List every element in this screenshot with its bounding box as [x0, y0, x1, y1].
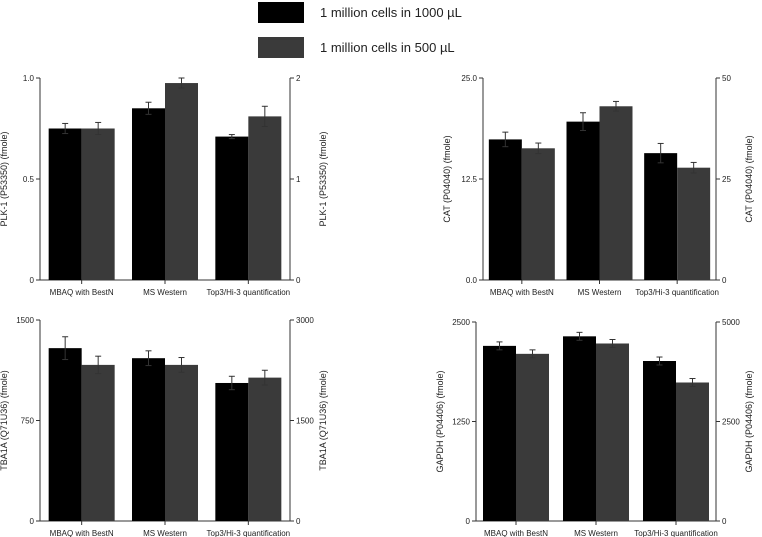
bar	[248, 377, 282, 521]
chart-bottom-left: 0 750 1500 0 1500 3000 TBA1A (Q71U36) (fmole) T…	[0, 316, 328, 537]
bar	[599, 106, 633, 280]
bar	[215, 382, 249, 521]
bar	[132, 358, 165, 521]
legend-label-500ul: 1 million cells in 500 µL	[320, 40, 455, 55]
bar	[563, 336, 596, 521]
x-tick-label: MBAQ with BestN	[50, 529, 114, 537]
y-tick-label-right: 0	[296, 276, 301, 285]
legend-swatch-1000ul	[258, 2, 304, 23]
chart-bottom-right: 0 1250 2500 0 2500 5000 GAPDH (P04406) (fmole)…	[435, 318, 754, 537]
y-axis-title-left: CAT (P04040) (fmole)	[442, 135, 452, 222]
bar	[48, 348, 82, 521]
bar	[132, 108, 165, 280]
legend-swatch-500ul	[258, 37, 304, 58]
x-tick-label: MS Western	[574, 529, 618, 537]
bar	[81, 364, 115, 521]
legend: 1 million cells in 1000 µL 1 million cel…	[258, 2, 462, 58]
y-axis-title-left: GAPDH (P04406) (fmole)	[435, 370, 445, 472]
y-tick-label-right: 1	[296, 175, 301, 184]
y-tick-label-right: 3000	[296, 316, 314, 325]
x-tick-label: MS Western	[578, 288, 622, 297]
x-tick-label: Top3/Hi-3 quantification	[207, 529, 291, 537]
bar	[165, 83, 198, 280]
bar	[677, 167, 711, 280]
y-tick-label-right: 0	[722, 276, 727, 285]
y-axis-title-right: PLK-1 (P53350) (fmole)	[318, 131, 328, 226]
bar	[165, 364, 198, 521]
y-axis-title-right: TBA1A (Q71U36) (fmole)	[318, 370, 328, 471]
bar	[644, 153, 678, 280]
bar	[516, 353, 549, 521]
y-tick-label-right: 25	[722, 175, 731, 184]
y-tick-label-left: 750	[21, 417, 35, 426]
bar	[596, 343, 629, 521]
x-tick-label: MBAQ with BestN	[484, 529, 548, 537]
x-tick-label: MS Western	[143, 529, 187, 537]
y-tick-label-right: 0	[296, 517, 301, 526]
bar	[488, 139, 522, 280]
x-tick-label: Top3/Hi-3 quantification	[634, 529, 718, 537]
y-tick-label-right: 50	[722, 74, 731, 83]
y-tick-label-left: 1.0	[23, 74, 35, 83]
y-tick-label-right: 2	[296, 74, 301, 83]
y-tick-label-left: 0	[30, 517, 35, 526]
y-tick-label-right: 0	[722, 517, 727, 526]
y-tick-label-left: 1500	[16, 316, 34, 325]
chart-top-left: 0 0.5 1.0 0 1 2 PLK-1 (P53350) (fmole) PLK-1 (P…	[0, 74, 328, 297]
y-tick-label-right: 1500	[296, 417, 314, 426]
bar	[81, 128, 115, 280]
y-tick-label-left: 2500	[452, 318, 470, 327]
y-tick-label-left: 0.5	[23, 175, 35, 184]
y-tick-label-right: 2500	[722, 418, 740, 427]
y-tick-label-left: 0.0	[466, 276, 478, 285]
y-tick-label-left: 0	[30, 276, 35, 285]
y-tick-label-left: 0	[466, 517, 471, 526]
x-tick-label: Top3/Hi-3 quantification	[635, 288, 719, 297]
bar	[566, 121, 600, 280]
y-axis-title-right: CAT (P04040) (fmole)	[744, 135, 754, 222]
y-tick-label-left: 12.5	[461, 175, 477, 184]
y-tick-label-right: 5000	[722, 318, 740, 327]
y-tick-label-left: 25.0	[461, 74, 477, 83]
y-axis-title-left: PLK-1 (P53350) (fmole)	[0, 131, 9, 226]
x-tick-label: MBAQ with BestN	[50, 288, 114, 297]
x-tick-label: Top3/Hi-3 quantification	[207, 288, 291, 297]
bar	[676, 382, 709, 521]
bar	[48, 128, 82, 280]
y-axis-title-right: GAPDH (P04406) (fmole)	[744, 370, 754, 472]
bar	[521, 148, 555, 280]
legend-label-1000ul: 1 million cells in 1000 µL	[320, 5, 462, 20]
chart-top-right: 0.0 12.5 25.0 0 25 50 CAT (P04040) (fmole) CAT …	[442, 74, 754, 297]
bar	[215, 136, 249, 280]
bar	[248, 116, 282, 280]
bar	[643, 361, 676, 521]
y-axis-title-left: TBA1A (Q71U36) (fmole)	[0, 370, 9, 471]
y-tick-label-left: 1250	[452, 418, 470, 427]
bar	[483, 345, 516, 521]
x-tick-label: MS Western	[143, 288, 187, 297]
x-tick-label: MBAQ with BestN	[490, 288, 554, 297]
